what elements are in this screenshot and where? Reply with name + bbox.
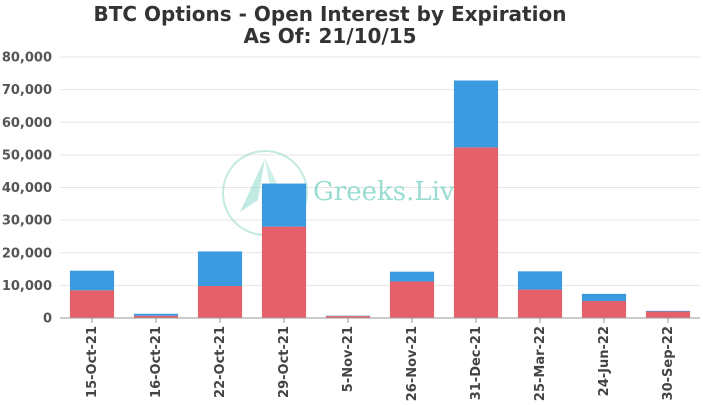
x-tick-label: 25-Mar-22 xyxy=(533,326,548,401)
y-axis-ticks: 0 10,000 20,000 30,000 40,000 50,000 60,000 70,… xyxy=(2,51,52,327)
bar-series-0-1 xyxy=(133,315,179,318)
y-tick-label: 60,000 xyxy=(2,116,52,131)
y-tick-label: 0 xyxy=(43,312,52,327)
x-tick-label: 5-Nov-21 xyxy=(341,326,356,392)
x-tick-label: 30-Sep-22 xyxy=(661,326,676,400)
x-tick-label: 24-Jun-22 xyxy=(597,326,612,396)
x-tick-label: 26-Nov-21 xyxy=(405,326,420,401)
bar-series-0-4 xyxy=(325,316,371,318)
bar-series-1-9 xyxy=(645,310,691,312)
y-tick-label: 80,000 xyxy=(2,51,52,66)
y-tick-label: 50,000 xyxy=(2,148,52,163)
grid-lines xyxy=(60,56,700,286)
bar-series-1-7 xyxy=(517,271,563,290)
x-tick-label: 31-Dec-21 xyxy=(469,326,484,400)
bar-series-0-0 xyxy=(69,290,115,318)
y-tick-label: 20,000 xyxy=(2,246,52,261)
bars xyxy=(69,80,691,318)
x-tick-label: 15-Oct-21 xyxy=(85,326,100,398)
bar-series-1-0 xyxy=(69,270,115,291)
bar-series-0-3 xyxy=(261,226,307,318)
x-tick-label: 16-Oct-21 xyxy=(149,326,164,398)
y-tick-label: 30,000 xyxy=(2,214,52,229)
bar-series-1-5 xyxy=(389,271,435,282)
bar-series-1-1 xyxy=(133,313,179,316)
bar-series-0-8 xyxy=(581,301,627,318)
bar-series-0-9 xyxy=(645,311,691,318)
watermark-text: Greeks.Live xyxy=(313,177,470,207)
watermark: Greeks.Live xyxy=(222,150,470,236)
x-axis-ticks: 15-Oct-21 16-Oct-21 22-Oct-21 29-Oct-21 5-No… xyxy=(85,318,676,401)
bar-series-0-7 xyxy=(517,289,563,318)
bar-series-0-5 xyxy=(389,281,435,318)
y-tick-label: 40,000 xyxy=(2,181,52,196)
bar-series-1-6 xyxy=(453,80,499,148)
x-tick-label: 29-Oct-21 xyxy=(277,326,292,398)
bar-series-1-2 xyxy=(197,251,243,287)
bar-series-1-3 xyxy=(261,183,307,227)
bar-series-0-2 xyxy=(197,286,243,318)
bar-series-1-8 xyxy=(581,293,627,302)
bar-series-0-6 xyxy=(453,147,499,318)
chart-title: BTC Options - Open Interest by Expiratio… xyxy=(94,2,567,26)
chart-subtitle: As Of: 21/10/15 xyxy=(243,24,416,48)
y-tick-label: 10,000 xyxy=(2,279,52,294)
y-tick-label: 70,000 xyxy=(2,83,52,98)
x-tick-label: 22-Oct-21 xyxy=(213,326,228,398)
